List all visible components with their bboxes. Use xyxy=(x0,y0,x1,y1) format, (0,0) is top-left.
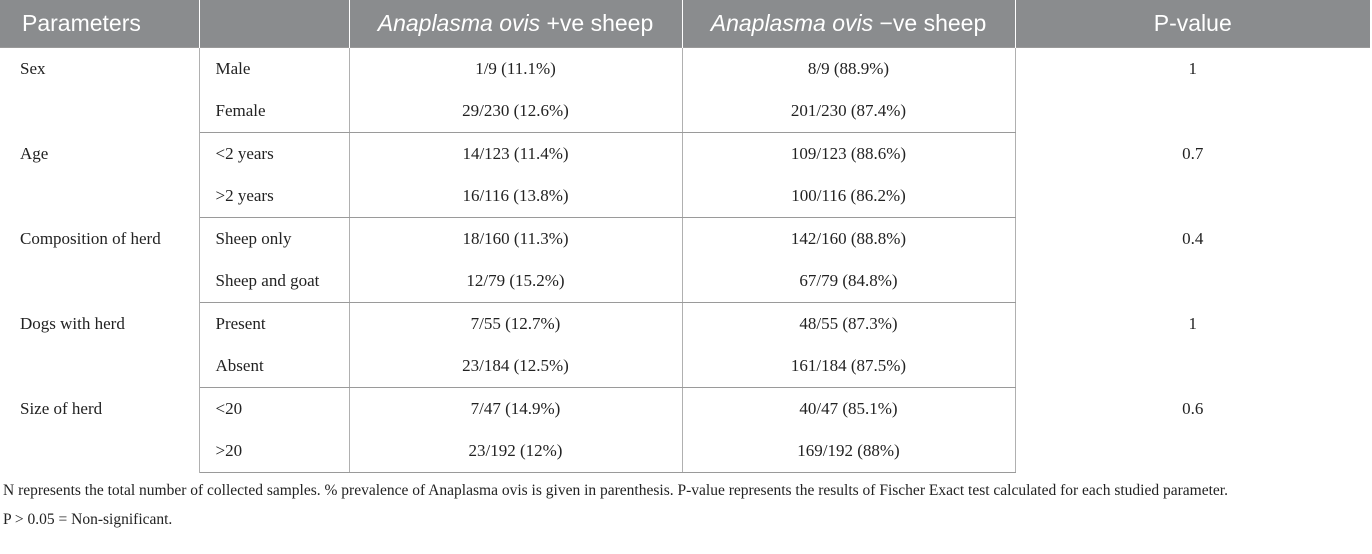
parameter-cell: Age xyxy=(0,132,200,218)
pvalue-cell: 1 xyxy=(1188,313,1198,333)
header-positive-suffix: +ve sheep xyxy=(540,10,654,36)
table-row: Size of herd <20 7/47 (14.9%) 40/47 (85.… xyxy=(0,387,1370,473)
header-positive: Anaplasma ovis +ve sheep xyxy=(348,0,682,48)
level-cell: <20 xyxy=(199,387,350,430)
positive-cell: 14/123 (11.4%) xyxy=(349,132,683,175)
table-row: >20 23/192 (12%) 169/192 (88%) xyxy=(0,430,1370,473)
header-negative: Anaplasma ovis −ve sheep xyxy=(681,0,1015,48)
negative-cell: 169/192 (88%) xyxy=(682,430,1016,473)
positive-cell: 16/116 (13.8%) xyxy=(349,175,683,218)
table-row: Female 29/230 (12.6%) 201/230 (87.4%) xyxy=(0,90,1370,133)
table-footnotes: N represents the total number of collect… xyxy=(3,480,1365,530)
level-cell: Male xyxy=(199,47,350,90)
header-positive-organism: Anaplasma ovis xyxy=(377,10,541,36)
level-cell: >20 xyxy=(199,430,350,473)
positive-cell: 18/160 (11.3%) xyxy=(349,217,683,260)
negative-cell: 201/230 (87.4%) xyxy=(682,90,1016,133)
negative-cell: 142/160 (88.8%) xyxy=(682,217,1016,260)
level-cell: Sheep and goat xyxy=(199,260,350,303)
table-row: >2 years 16/116 (13.8%) 100/116 (86.2%) xyxy=(0,175,1370,218)
negative-cell: 100/116 (86.2%) xyxy=(682,175,1016,218)
pvalue-cell: 1 xyxy=(1015,47,1370,133)
positive-cell: 29/230 (12.6%) xyxy=(349,90,683,133)
table-body: Sex Male 1/9 (11.1%) 8/9 (88.9%) 1 Femal… xyxy=(0,47,1370,473)
level-cell: Sheep only xyxy=(199,217,350,260)
pvalue-cell: 0.7 xyxy=(1182,143,1204,163)
level-cell: Absent xyxy=(199,345,350,388)
positive-cell: 1/9 (11.1%) xyxy=(349,47,683,90)
header-parameters: Parameters xyxy=(0,0,199,48)
level-cell: Female xyxy=(199,90,350,133)
negative-cell: 40/47 (85.1%) xyxy=(682,387,1016,430)
header-level xyxy=(198,0,349,48)
table-row: Composition of herd Sheep only 18/160 (1… xyxy=(0,217,1370,303)
header-pvalue: P-value xyxy=(1014,0,1370,48)
positive-cell: 23/184 (12.5%) xyxy=(349,345,683,388)
level-cell: >2 years xyxy=(199,175,350,218)
positive-cell: 12/79 (15.2%) xyxy=(349,260,683,303)
level-cell: <2 years xyxy=(199,132,350,175)
table-row: Sheep and goat 12/79 (15.2%) 67/79 (84.8… xyxy=(0,260,1370,303)
parameter-cell: Composition of herd xyxy=(0,217,200,303)
footnote-significance: P > 0.05 = Non-significant. xyxy=(3,511,173,528)
positive-cell: 23/192 (12%) xyxy=(349,430,683,473)
parameter-cell: Dogs with herd xyxy=(0,302,200,388)
positive-cell: 7/47 (14.9%) xyxy=(349,387,683,430)
table-row: Absent 23/184 (12.5%) 161/184 (87.5%) xyxy=(0,345,1370,388)
table-row: Sex Male 1/9 (11.1%) 8/9 (88.9%) 1 xyxy=(0,47,1370,133)
table-header: Parameters Anaplasma ovis +ve sheep Anap… xyxy=(0,0,1370,48)
table-row: Dogs with herd Present 7/55 (12.7%) 48/5… xyxy=(0,302,1370,388)
header-negative-organism: Anaplasma ovis xyxy=(710,10,874,36)
table-container: Parameters Anaplasma ovis +ve sheep Anap… xyxy=(0,0,1370,473)
level-cell: Present xyxy=(199,302,350,345)
positive-cell: 7/55 (12.7%) xyxy=(349,302,683,345)
negative-cell: 161/184 (87.5%) xyxy=(682,345,1016,388)
table-row: Age <2 years 14/123 (11.4%) 109/123 (88.… xyxy=(0,132,1370,218)
negative-cell: 48/55 (87.3%) xyxy=(682,302,1016,345)
parameter-cell: Sex xyxy=(0,47,200,133)
negative-cell: 67/79 (84.8%) xyxy=(682,260,1016,303)
pvalue-cell: 0.4 xyxy=(1182,228,1204,248)
negative-cell: 109/123 (88.6%) xyxy=(682,132,1016,175)
pvalue-cell: 0.6 xyxy=(1182,398,1204,418)
footnote-abbreviations: N represents the total number of collect… xyxy=(3,482,1228,499)
results-table: Parameters Anaplasma ovis +ve sheep Anap… xyxy=(0,0,1370,473)
parameter-cell: Size of herd xyxy=(0,387,200,473)
header-row: Parameters Anaplasma ovis +ve sheep Anap… xyxy=(0,0,1370,48)
header-negative-suffix: −ve sheep xyxy=(873,10,987,36)
negative-cell: 8/9 (88.9%) xyxy=(682,47,1016,90)
